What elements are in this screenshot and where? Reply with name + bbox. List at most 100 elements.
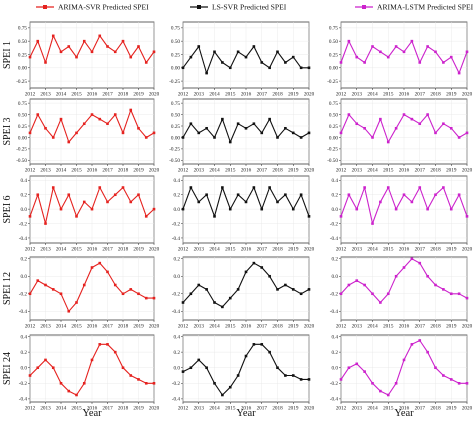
x-tick-label: 2012 xyxy=(336,324,347,330)
data-point xyxy=(98,34,102,38)
data-point xyxy=(129,108,133,112)
x-tick-label: 2014 xyxy=(209,247,220,253)
x-tick-label: 2014 xyxy=(56,168,67,174)
x-tick-label: 2017 xyxy=(257,92,268,98)
data-point xyxy=(36,113,40,116)
x-tick-label: 2020 xyxy=(462,92,473,98)
x-tick-label: 2019 xyxy=(133,324,144,330)
x-tick-label: 2015 xyxy=(71,168,82,174)
x-tick-label: 2013 xyxy=(352,324,363,330)
data-point xyxy=(442,374,445,377)
data-point xyxy=(339,215,343,218)
data-point xyxy=(236,122,240,126)
data-point xyxy=(299,378,303,381)
data-point xyxy=(113,113,117,116)
data-point xyxy=(113,193,117,197)
y-tick-label: 0.4 xyxy=(21,334,28,340)
data-point xyxy=(379,50,382,54)
data-point xyxy=(67,309,71,313)
y-tick-label: 0.2 xyxy=(21,193,28,199)
data-point xyxy=(449,55,453,59)
y-tick-label: 0.2 xyxy=(332,257,339,263)
y-tick-label: -0.2 xyxy=(172,292,181,298)
y-tick-label: 0.2 xyxy=(174,257,181,263)
data-point xyxy=(339,378,343,381)
data-point xyxy=(268,66,271,70)
data-point xyxy=(228,66,232,70)
x-tick-label: 2016 xyxy=(241,92,252,98)
data-point xyxy=(121,39,125,43)
data-point xyxy=(386,292,390,296)
data-point xyxy=(213,301,216,304)
x-tick-label: 2013 xyxy=(194,168,205,174)
x-axis-title: Year xyxy=(236,408,256,419)
legend: ARIMA-SVR Predicted SPEI LS-SVR Predicted… xyxy=(36,3,474,12)
data-point xyxy=(90,266,94,269)
data-point xyxy=(394,45,398,48)
data-point xyxy=(129,288,133,291)
data-point xyxy=(363,126,366,130)
x-tick-label: 2018 xyxy=(272,406,283,412)
x-tick-label: 2016 xyxy=(87,406,98,412)
data-point xyxy=(386,140,390,144)
data-point xyxy=(181,207,185,211)
x-tick-label: 2016 xyxy=(399,324,410,330)
data-point xyxy=(28,131,32,135)
data-point xyxy=(252,261,256,265)
chart-panel: 0.2 0.0 -0.2 -0.4 2012 2013 2014 2015 2016 2017 20… xyxy=(19,257,160,330)
data-point xyxy=(252,186,256,189)
data-point xyxy=(90,358,94,362)
x-tick-label: 2013 xyxy=(352,247,363,253)
y-tick-label: -0.2 xyxy=(330,221,339,227)
data-point xyxy=(144,61,148,64)
data-point xyxy=(410,39,414,43)
data-point xyxy=(363,370,366,373)
data-point xyxy=(228,385,232,389)
data-point xyxy=(152,296,156,300)
data-point xyxy=(402,193,406,197)
x-tick-label: 2019 xyxy=(133,247,144,253)
data-point xyxy=(75,131,78,135)
x-tick-label: 2014 xyxy=(56,406,67,412)
y-tick-label: -0.2 xyxy=(19,221,28,227)
y-tick-label: 0.0 xyxy=(21,366,28,372)
x-tick-label: 2013 xyxy=(194,247,205,253)
data-point xyxy=(51,34,55,38)
data-point xyxy=(28,292,32,296)
data-point xyxy=(449,207,453,211)
row-label: SPEI 12 xyxy=(2,272,13,305)
data-point xyxy=(144,136,148,139)
data-point xyxy=(339,292,343,296)
data-point xyxy=(402,50,406,54)
data-point xyxy=(205,193,208,197)
data-point xyxy=(386,186,390,189)
legend-label: LS-SVR Predicted SPEI xyxy=(212,3,287,12)
y-tick-label: -0.25 xyxy=(16,79,27,85)
x-tick-label: 2015 xyxy=(383,324,394,330)
x-tick-label: 2016 xyxy=(87,324,98,330)
y-tick-label: -0.2 xyxy=(172,381,181,387)
data-point xyxy=(434,50,437,54)
data-point xyxy=(299,193,303,197)
data-point xyxy=(75,55,78,59)
row-label: SPEI 1 xyxy=(2,41,13,69)
row-label: SPEI 6 xyxy=(2,195,13,223)
data-point xyxy=(244,200,248,204)
y-tick-label: -0.25 xyxy=(16,147,27,153)
data-point xyxy=(51,186,55,189)
data-point xyxy=(152,382,156,385)
y-tick-label: 0.4 xyxy=(332,334,339,340)
data-point xyxy=(44,222,47,225)
chart-panel: 0.4 0.2 0.0 -0.2 -0.4 2012 2013 2014 2015 2016 201… xyxy=(172,334,315,411)
data-point xyxy=(299,292,303,296)
data-point xyxy=(144,215,148,218)
y-tick-label: -0.50 xyxy=(16,158,27,164)
data-point xyxy=(221,61,224,64)
y-tick-label: 0.50 xyxy=(171,112,180,118)
x-tick-label: 2018 xyxy=(430,406,441,412)
data-point xyxy=(205,366,208,370)
legend-marker xyxy=(197,5,201,9)
x-tick-label: 2018 xyxy=(430,247,441,253)
x-tick-label: 2014 xyxy=(367,168,378,174)
data-point xyxy=(371,45,374,48)
